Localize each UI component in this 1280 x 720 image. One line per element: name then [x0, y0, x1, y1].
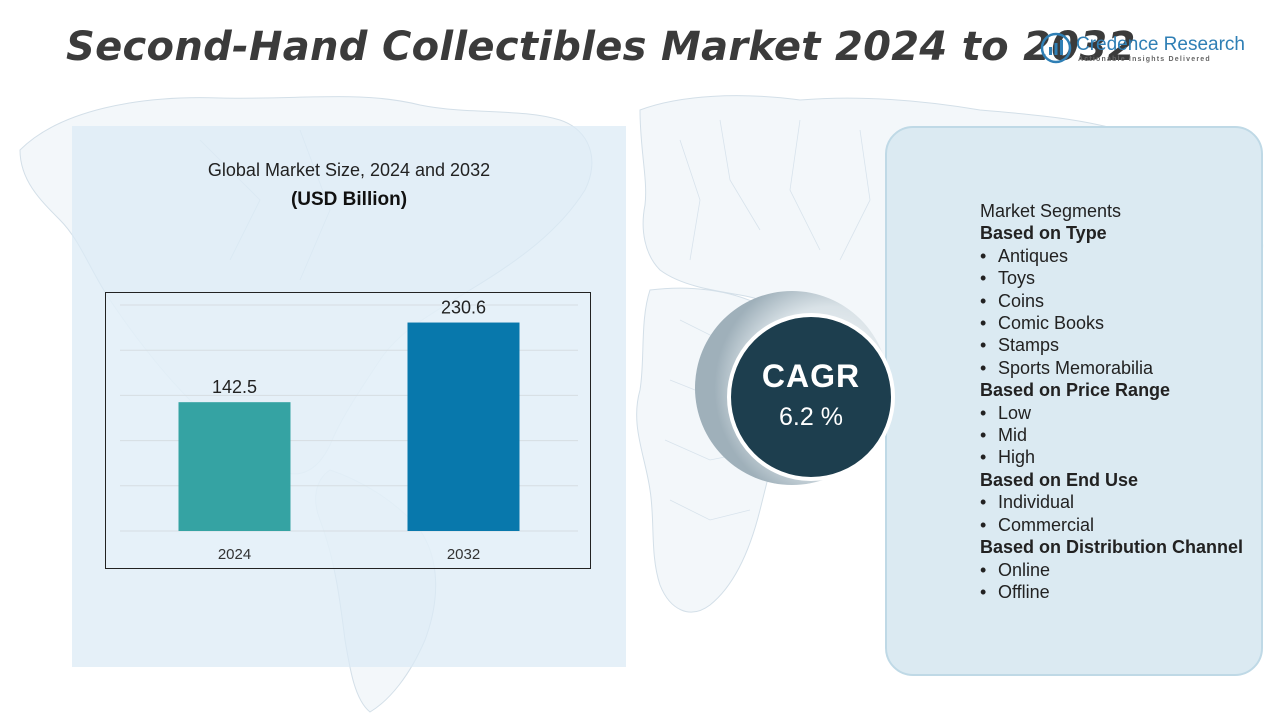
bar-2024	[178, 402, 291, 531]
segments-heading: Market Segments	[980, 201, 1122, 221]
segment-item: • Commercial	[980, 514, 1243, 536]
bullet-icon: •	[980, 425, 987, 446]
segment-item: • Sports Memorabilia	[980, 357, 1243, 379]
segment-item: • Stamps	[980, 334, 1243, 356]
bar-chart-frame: 142.5 2024 230.6 2032	[105, 292, 591, 569]
segment-item-label: Commercial	[998, 514, 1095, 535]
segment-item: • Individual	[980, 491, 1243, 513]
x-tick-label-2024: 2024	[218, 546, 251, 563]
segment-item: • Antiques	[980, 245, 1243, 267]
segment-item-label: Stamps	[998, 335, 1060, 356]
bullet-icon: •	[980, 357, 987, 378]
segment-item-label: High	[998, 447, 1036, 468]
segment-group-title: Based on End Use	[980, 469, 1139, 490]
page-title: Second-Hand Collectibles Market 2024 to …	[66, 24, 1136, 70]
credence-research-logo: Credence Research Actionable Insights De…	[1040, 30, 1255, 70]
segment-item: • High	[980, 446, 1243, 468]
segment-item: • Online	[980, 559, 1243, 581]
market-segments-list: Market Segments Based on Type • Antiques • T…	[980, 200, 1243, 603]
bullet-icon: •	[980, 290, 987, 311]
segment-item: • Toys	[980, 267, 1243, 289]
segment-item-label: Mid	[998, 425, 1028, 446]
segment-item-label: Offline	[998, 581, 1050, 602]
cagr-badge	[727, 313, 895, 481]
bullet-icon: •	[980, 581, 987, 602]
bullet-icon: •	[980, 559, 987, 580]
segment-item-label: Low	[998, 402, 1032, 423]
chart-unit: (USD Billion)	[290, 189, 408, 210]
bar-chart: 142.5 2024 230.6 2032	[120, 298, 578, 563]
segment-item-label: Coins	[998, 290, 1045, 311]
segment-item: • Low	[980, 402, 1243, 424]
segment-group-title: Based on Type	[980, 223, 1107, 244]
bullet-icon: •	[980, 402, 987, 423]
bullet-icon: •	[980, 335, 987, 356]
bullet-icon: •	[980, 514, 987, 535]
segments-panel	[885, 126, 1263, 676]
logo-tagline: Actionable Insights Delivered	[1078, 56, 1211, 63]
data-label-2032: 230.6	[441, 298, 486, 318]
bar-2032	[407, 322, 520, 531]
bullet-icon: •	[980, 492, 987, 513]
logo-name: Credence Research	[1076, 34, 1245, 55]
logo-globe-icon	[1040, 32, 1072, 64]
segment-item-label: Online	[998, 559, 1051, 580]
segment-item-label: Comic Books	[998, 313, 1105, 334]
segment-item: • Offline	[980, 581, 1243, 603]
bullet-icon: •	[980, 268, 987, 289]
chart-title: Global Market Size, 2024 and 2032	[207, 160, 491, 180]
cagr-label: CAGR	[761, 358, 861, 394]
segment-group-title: Based on Price Range	[980, 380, 1171, 401]
x-tick-label-2032: 2032	[447, 546, 480, 563]
segment-item: • Mid	[980, 424, 1243, 446]
segment-item: • Comic Books	[980, 312, 1243, 334]
segment-item-label: Sports Memorabilia	[998, 357, 1154, 378]
segment-item-label: Antiques	[998, 245, 1069, 266]
segment-item-label: Individual	[998, 492, 1075, 513]
bullet-icon: •	[980, 245, 987, 266]
bullet-icon: •	[980, 313, 987, 334]
segment-item-label: Toys	[998, 268, 1036, 289]
segment-item: • Coins	[980, 290, 1243, 312]
cagr-value: 6.2 %	[779, 403, 843, 431]
bullet-icon: •	[980, 447, 987, 468]
segment-group-title: Based on Distribution Channel	[980, 537, 1244, 558]
data-label-2024: 142.5	[212, 377, 257, 397]
